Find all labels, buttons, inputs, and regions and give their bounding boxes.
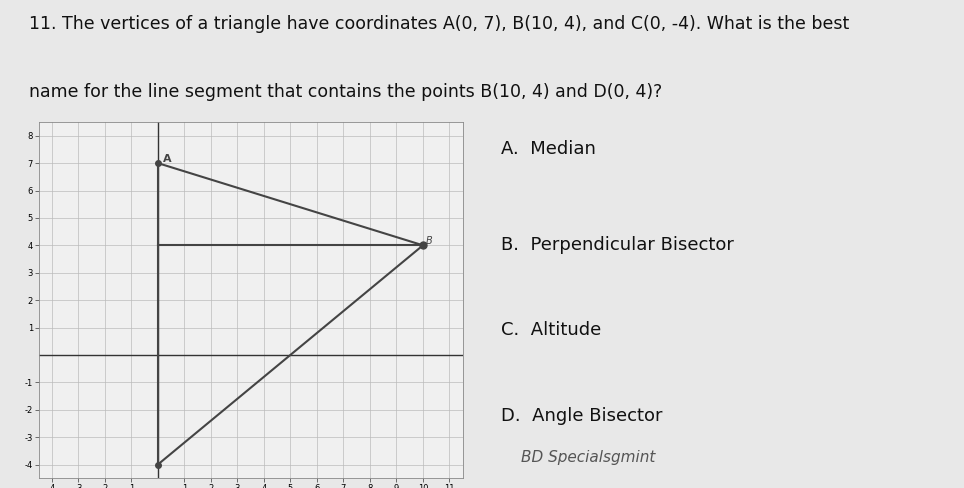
Text: BD Specialsgmint: BD Specialsgmint: [521, 450, 655, 465]
Text: B: B: [426, 236, 433, 246]
Text: D.  Angle Bisector: D. Angle Bisector: [501, 407, 663, 425]
Text: B.  Perpendicular Bisector: B. Perpendicular Bisector: [501, 236, 735, 254]
Text: 11. The vertices of a triangle have coordinates A(0, 7), B(10, 4), and C(0, -4).: 11. The vertices of a triangle have coor…: [29, 15, 849, 33]
Text: A: A: [163, 154, 172, 164]
Text: C.  Altitude: C. Altitude: [501, 322, 602, 340]
Text: A.  Median: A. Median: [501, 140, 596, 158]
Text: name for the line segment that contains the points B(10, 4) and D(0, 4)?: name for the line segment that contains …: [29, 83, 662, 101]
